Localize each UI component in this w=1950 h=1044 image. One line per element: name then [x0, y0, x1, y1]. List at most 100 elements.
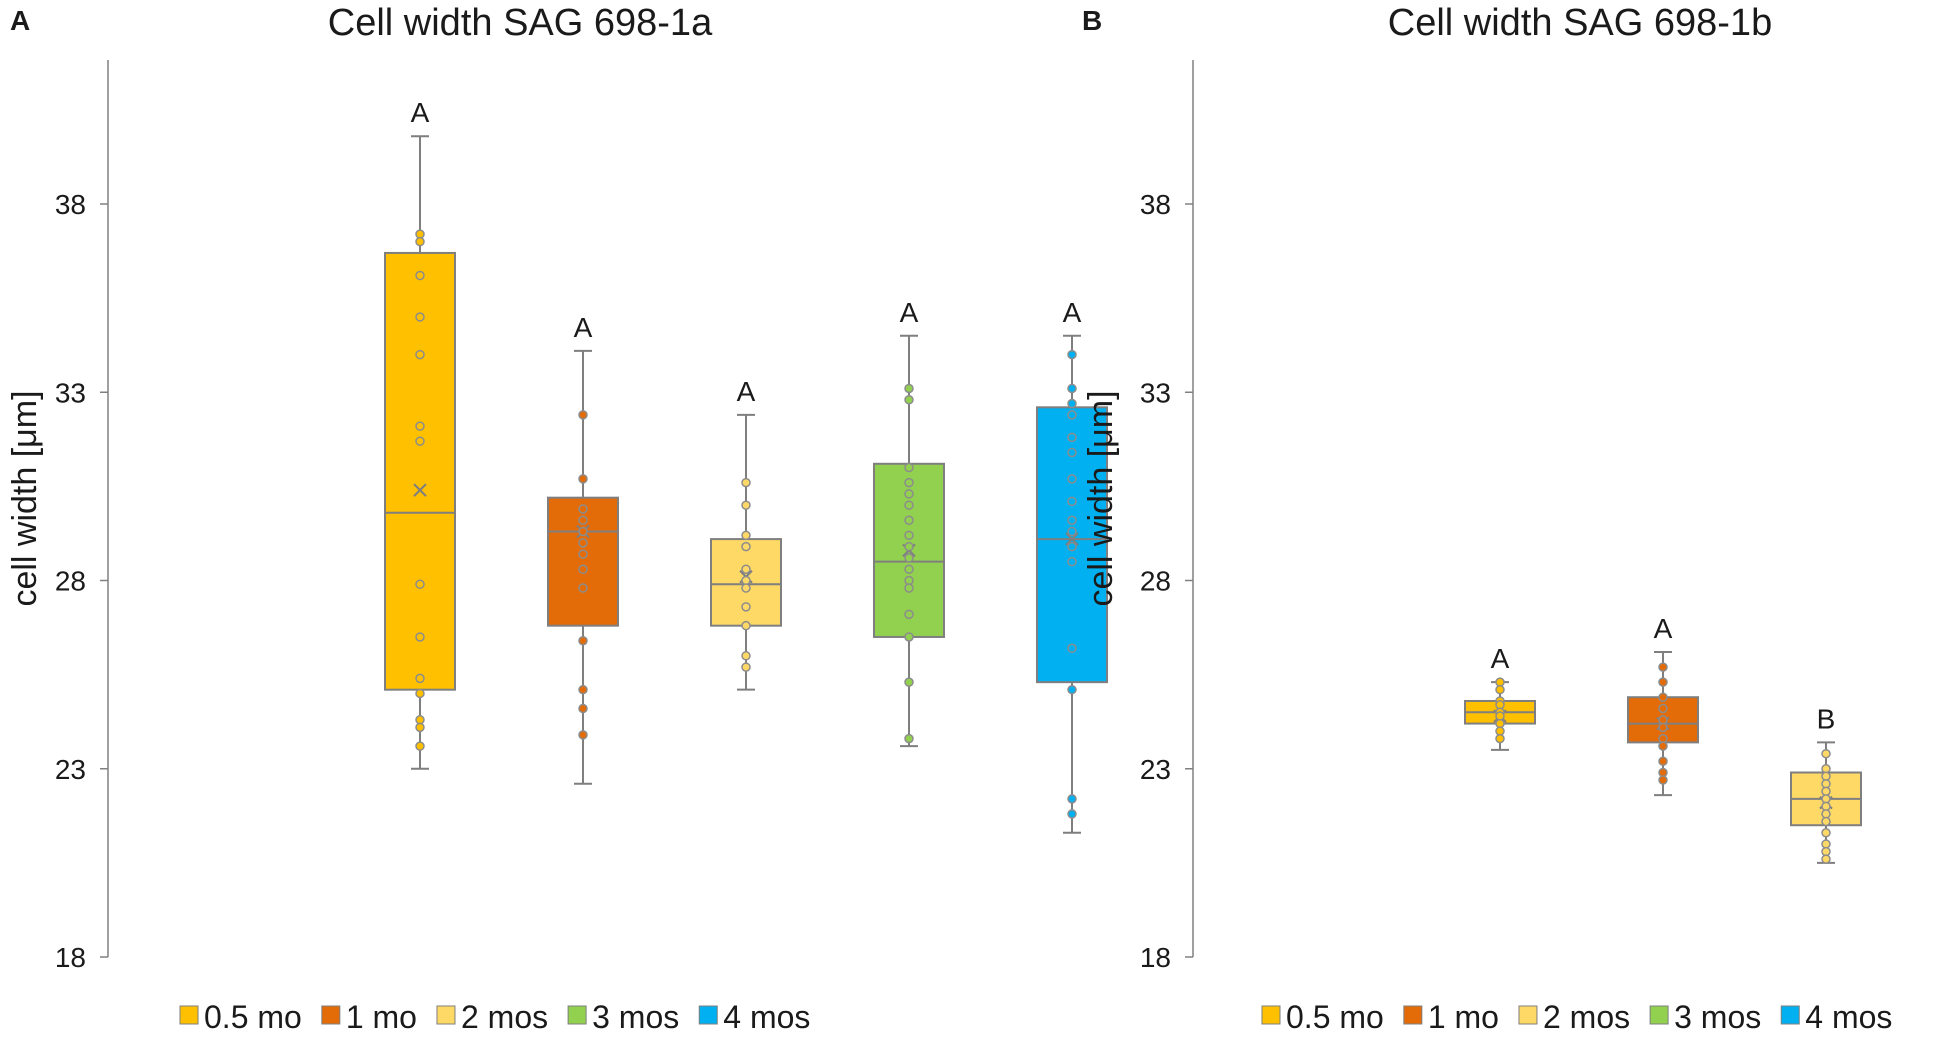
- y-axis-label: cell width [μm]: [1082, 390, 1120, 606]
- legend-swatch: [321, 1005, 341, 1025]
- legend-swatch: [1261, 1005, 1281, 1025]
- legend-label: 2 mos: [461, 999, 548, 1035]
- legend-swatch: [179, 1005, 199, 1025]
- data-point: [904, 733, 914, 744]
- data-point: [1067, 526, 1077, 537]
- box-series: A: [873, 297, 945, 748]
- data-point: [741, 602, 751, 612]
- data-point: [741, 500, 751, 510]
- y-tick-label: 18: [55, 942, 86, 973]
- data-point: [904, 489, 914, 499]
- data-point: [1067, 809, 1077, 819]
- legend-label: 0.5 mo: [1286, 999, 1384, 1035]
- data-point: [1067, 541, 1077, 552]
- legend-label: 3 mos: [592, 999, 679, 1035]
- data-point: [904, 395, 914, 405]
- data-point: [578, 583, 588, 593]
- data-point: [1067, 684, 1077, 695]
- y-tick-label: 23: [55, 754, 86, 785]
- data-point: [1495, 733, 1505, 744]
- legend-swatch: [1649, 1005, 1669, 1025]
- data-point: [1658, 692, 1668, 702]
- data-point: [415, 421, 425, 431]
- legend-label: 3 mos: [1674, 999, 1761, 1035]
- data-point: [1658, 756, 1668, 766]
- data-point: [904, 500, 914, 510]
- data-point: [741, 530, 751, 541]
- y-tick-label: 23: [1140, 754, 1171, 785]
- mean-marker: [1065, 532, 1079, 546]
- data-point: [415, 236, 425, 247]
- y-tick-label: 38: [1140, 189, 1171, 220]
- box-series: A: [1464, 643, 1536, 751]
- group-label: B: [1817, 703, 1836, 734]
- data-point: [578, 730, 588, 740]
- data-point: [415, 312, 425, 322]
- legend-swatch: [1518, 1005, 1538, 1025]
- data-point: [415, 632, 425, 642]
- data-point: [904, 530, 914, 541]
- legend-swatch: [1780, 1005, 1800, 1025]
- legend-swatch: [436, 1005, 456, 1025]
- data-point: [904, 583, 914, 593]
- box-series: A: [710, 376, 782, 691]
- data-point: [1067, 556, 1077, 567]
- data-point: [1821, 816, 1831, 827]
- data-point: [1067, 349, 1077, 360]
- data-point: [1821, 854, 1831, 864]
- box-series: B: [1790, 703, 1862, 864]
- data-point: [415, 436, 425, 446]
- data-point: [1658, 677, 1668, 687]
- data-point: [741, 620, 751, 631]
- box-series: A: [547, 312, 619, 785]
- data-point: [741, 662, 751, 672]
- y-tick-label: 33: [1140, 377, 1171, 408]
- data-point: [1495, 684, 1505, 695]
- data-point: [904, 383, 914, 394]
- data-point: [741, 541, 751, 552]
- legend-label: 2 mos: [1543, 999, 1630, 1035]
- group-label: A: [1654, 613, 1673, 644]
- legend-swatch: [1403, 1005, 1423, 1025]
- group-label: A: [900, 297, 919, 328]
- data-point: [1821, 828, 1831, 838]
- box-iqr: [384, 251, 456, 691]
- data-point: [1067, 398, 1077, 409]
- legend: 0.5 mo 1 mo 2 mos 3 mos 4 mos: [179, 999, 810, 1035]
- data-point: [1658, 722, 1668, 733]
- mean-marker: [413, 483, 427, 497]
- data-point: [1067, 383, 1077, 394]
- panel-a: A Cell width SAG 698-1a cell width [μm] 18 2…: [6, 2, 1108, 1035]
- group-label: A: [411, 97, 430, 128]
- data-point: [578, 515, 588, 526]
- data-point: [578, 564, 588, 574]
- data-point: [1067, 410, 1077, 420]
- data-point: [578, 684, 588, 695]
- data-point: [578, 504, 588, 514]
- y-tick-label: 38: [55, 189, 86, 220]
- box-series: A: [384, 97, 456, 770]
- y-tick-label: 33: [55, 377, 86, 408]
- data-point: [578, 635, 588, 646]
- legend-swatch: [698, 1005, 718, 1025]
- data-point: [415, 688, 425, 699]
- data-point: [1658, 703, 1668, 714]
- data-point: [904, 515, 914, 526]
- group-label: A: [574, 312, 593, 343]
- data-point: [741, 583, 751, 593]
- data-point: [741, 477, 751, 488]
- data-point: [904, 553, 914, 563]
- data-point: [904, 609, 914, 620]
- legend-label: 4 mos: [723, 999, 810, 1035]
- data-point: [1067, 515, 1077, 526]
- data-point: [578, 474, 588, 484]
- data-point: [1067, 474, 1077, 484]
- y-tick-label: 28: [55, 566, 86, 597]
- data-point: [415, 349, 425, 360]
- data-point: [415, 579, 425, 590]
- legend-label: 4 mos: [1805, 999, 1892, 1035]
- data-point: [904, 541, 914, 552]
- data-point: [904, 477, 914, 488]
- data-point: [904, 564, 914, 574]
